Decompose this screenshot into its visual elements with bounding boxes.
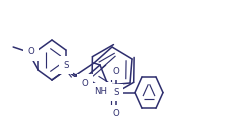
Text: O: O	[113, 67, 119, 76]
Text: S: S	[63, 61, 69, 70]
Text: O: O	[82, 78, 88, 87]
Text: O: O	[28, 47, 34, 56]
Text: O: O	[100, 86, 107, 96]
Text: N: N	[78, 81, 84, 91]
Text: O: O	[113, 109, 119, 118]
Text: S: S	[113, 88, 119, 97]
Text: NH: NH	[94, 87, 107, 96]
